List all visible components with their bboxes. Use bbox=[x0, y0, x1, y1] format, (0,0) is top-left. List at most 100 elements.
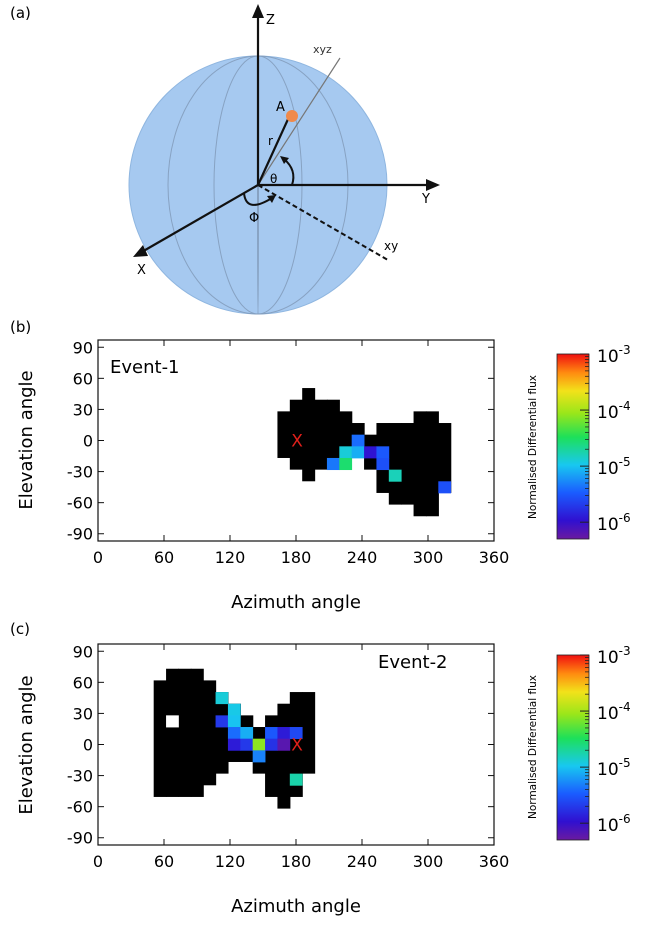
flux-cell bbox=[265, 738, 278, 751]
event-2-label: Event-2 bbox=[378, 652, 448, 673]
x-tick-label: 60 bbox=[154, 852, 174, 871]
flux-cell bbox=[240, 738, 254, 751]
coverage-column bbox=[178, 668, 192, 797]
y-tick-label: 30 bbox=[73, 704, 93, 723]
x-tick-label: 0 bbox=[93, 852, 103, 871]
flux-cell bbox=[227, 727, 241, 740]
x-ticks-b: 0 60 120 180 240 300 360 bbox=[93, 340, 509, 567]
colorbar-b-title: Normalised Differential flux bbox=[527, 375, 539, 519]
flux-cell bbox=[339, 457, 353, 471]
coverage-column bbox=[425, 411, 439, 517]
point-a-marker bbox=[286, 110, 298, 122]
radius-label: r bbox=[268, 134, 273, 148]
colorbar-tick-label: 10-5 bbox=[597, 455, 631, 479]
x-tick-label: 360 bbox=[479, 852, 510, 871]
flux-cell bbox=[215, 715, 229, 728]
z-axis-label: Z bbox=[266, 13, 275, 28]
source-marker: X bbox=[291, 431, 303, 451]
coverage-column bbox=[153, 680, 167, 797]
source-marker: X bbox=[291, 735, 303, 755]
panel-a-label: (a) bbox=[10, 4, 31, 22]
flux-cell bbox=[227, 703, 241, 716]
y-tick-label: -30 bbox=[67, 463, 93, 482]
x-axis-label: X bbox=[137, 263, 146, 278]
point-a-label: A bbox=[276, 100, 285, 115]
colorbar-tick-label: 10-3 bbox=[597, 644, 631, 668]
colorbar-c-bar bbox=[556, 654, 590, 841]
flux-cell bbox=[252, 738, 266, 751]
coverage-column bbox=[277, 703, 291, 809]
y-tick-label: -90 bbox=[67, 829, 93, 848]
y-axis-title-c: Elevation angle bbox=[16, 675, 37, 814]
flux-cell bbox=[388, 469, 402, 482]
xy-projection-line bbox=[257, 184, 389, 261]
x-tick-label: 240 bbox=[347, 548, 378, 567]
z-arrowhead bbox=[252, 4, 264, 18]
heatmap-plot-b: X bbox=[277, 388, 452, 517]
flux-cell bbox=[277, 727, 291, 740]
panel-c-label: (c) bbox=[10, 620, 30, 638]
coverage-column bbox=[314, 399, 328, 470]
colorbar-tick-label: 10-4 bbox=[597, 700, 631, 724]
coverage-column bbox=[339, 411, 353, 458]
colorbar-tick-label: 10-6 bbox=[597, 511, 631, 535]
x-tick-label: 180 bbox=[281, 548, 312, 567]
coverage-column bbox=[388, 423, 402, 505]
coverage-column bbox=[302, 692, 316, 774]
y-tick-label: 30 bbox=[73, 400, 93, 419]
flux-cell bbox=[277, 738, 291, 751]
r-vector bbox=[256, 116, 291, 186]
x-tick-label: 240 bbox=[347, 852, 378, 871]
axes-3d bbox=[139, 12, 432, 254]
x-tick-label: 60 bbox=[154, 548, 174, 567]
y-axis-label: Y bbox=[421, 192, 430, 207]
coverage-column bbox=[277, 411, 291, 458]
colorbar-tick-label: 10-3 bbox=[597, 343, 631, 367]
phi-arrowhead bbox=[267, 195, 276, 203]
xyz-line bbox=[257, 57, 341, 186]
y-tick-label: 90 bbox=[73, 338, 93, 357]
flux-cell bbox=[227, 715, 241, 728]
event-1-label: Event-1 bbox=[110, 357, 180, 378]
colorbar-b-bar bbox=[556, 353, 590, 540]
flux-cell bbox=[252, 750, 266, 763]
coverage-column bbox=[289, 692, 303, 797]
flux-cell bbox=[289, 773, 303, 786]
x-tick-label: 360 bbox=[479, 548, 510, 567]
flux-cell bbox=[265, 727, 278, 740]
x-axis-title-c: Azimuth angle bbox=[231, 896, 361, 917]
y-tick-label: 0 bbox=[83, 736, 93, 755]
colorbar-b: Normalised Differential flux 10-3 10-4 10-… bbox=[527, 343, 631, 540]
xyz-label: xyz bbox=[313, 43, 332, 56]
colorbar-c-title: Normalised Differential flux bbox=[527, 675, 539, 819]
flux-cell bbox=[438, 481, 452, 494]
colorbar-c-ticks: 10-3 10-4 10-5 10-6 bbox=[580, 644, 631, 836]
y-tick-label: 90 bbox=[73, 642, 93, 661]
flux-cell bbox=[326, 457, 340, 471]
panel-a: (a) Z Y X xyz bbox=[10, 4, 440, 315]
coverage-column bbox=[166, 668, 180, 797]
coverage-column bbox=[401, 423, 415, 505]
x-ticks-c: 0 60 120 180 240 300 360 bbox=[93, 644, 509, 871]
coverage-column bbox=[302, 388, 316, 482]
x-tick-label: 120 bbox=[215, 852, 246, 871]
coverage-column bbox=[326, 399, 340, 458]
colorbar-tick-label: 10-4 bbox=[597, 399, 631, 423]
theta-arrowhead bbox=[280, 156, 289, 164]
y-tick-label: -60 bbox=[67, 798, 93, 817]
flux-cell bbox=[376, 446, 390, 459]
flux-cell bbox=[240, 727, 254, 740]
flux-cell bbox=[289, 727, 303, 740]
y-arrowhead bbox=[426, 179, 440, 191]
coverage-column bbox=[289, 399, 303, 470]
y-tick-label: 60 bbox=[73, 673, 93, 692]
coverage-column bbox=[203, 680, 217, 786]
y-tick-label: -90 bbox=[67, 525, 93, 544]
x-axis-line bbox=[139, 184, 259, 254]
flux-cell bbox=[351, 446, 365, 459]
coverage-column bbox=[438, 423, 452, 493]
y-tick-label: 0 bbox=[83, 432, 93, 451]
